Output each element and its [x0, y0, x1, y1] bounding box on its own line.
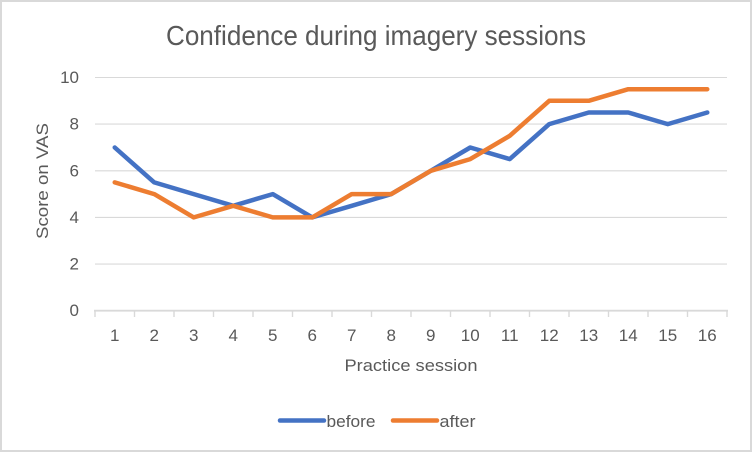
svg-text:14: 14 — [619, 326, 638, 345]
svg-text:11: 11 — [501, 326, 519, 345]
svg-text:7: 7 — [347, 326, 356, 345]
svg-text:3: 3 — [189, 326, 198, 345]
svg-text:10: 10 — [461, 326, 480, 345]
svg-text:13: 13 — [579, 326, 598, 345]
svg-text:after: after — [440, 412, 476, 431]
svg-text:2: 2 — [150, 326, 159, 345]
svg-text:15: 15 — [658, 326, 677, 345]
svg-text:8: 8 — [387, 326, 396, 345]
svg-text:0: 0 — [70, 301, 79, 320]
svg-text:8: 8 — [70, 115, 79, 134]
svg-text:10: 10 — [60, 68, 79, 87]
svg-text:Confidence during imagery sess: Confidence during imagery sessions — [166, 20, 586, 51]
svg-text:Score on VAS: Score on VAS — [33, 123, 52, 239]
svg-text:9: 9 — [426, 326, 435, 345]
svg-text:6: 6 — [70, 161, 79, 180]
svg-text:12: 12 — [540, 326, 559, 345]
svg-text:5: 5 — [268, 326, 277, 345]
svg-text:4: 4 — [229, 326, 238, 345]
svg-text:Practice session: Practice session — [345, 356, 478, 375]
svg-text:1: 1 — [110, 326, 119, 345]
svg-text:2: 2 — [70, 255, 79, 274]
svg-text:4: 4 — [70, 208, 79, 227]
svg-text:6: 6 — [308, 326, 317, 345]
svg-text:16: 16 — [698, 326, 717, 345]
svg-text:before: before — [327, 412, 376, 431]
